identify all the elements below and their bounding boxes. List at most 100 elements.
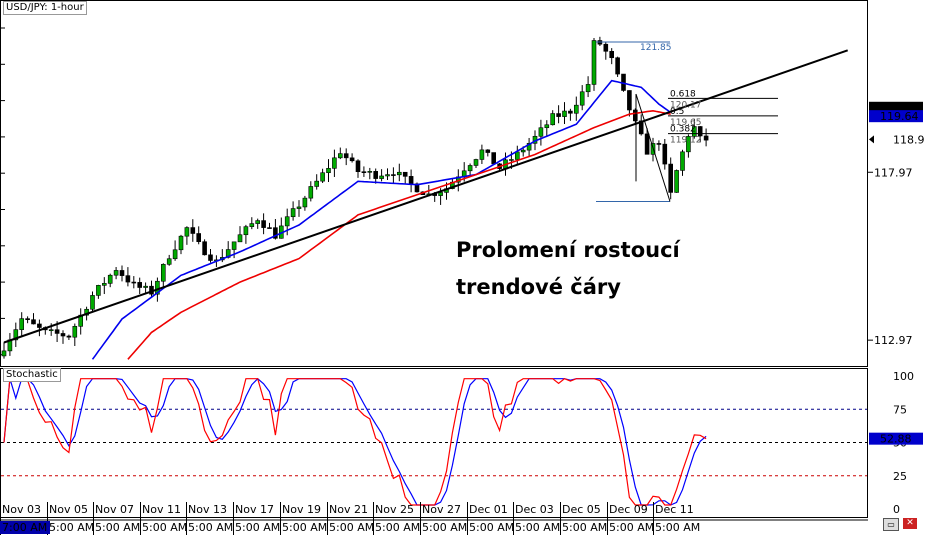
candle-body: [184, 227, 190, 237]
candle-body: [172, 249, 178, 260]
candle-body: [267, 227, 272, 229]
candle: [184, 226, 190, 245]
candle-body: [373, 171, 379, 179]
candle: [691, 118, 697, 139]
candle-body: [302, 197, 308, 208]
candle-body: [674, 170, 679, 193]
candle-body: [137, 282, 142, 288]
x-date-label: Nov 03: [2, 503, 41, 516]
candle-body: [113, 270, 119, 276]
x-time-label: 5:00 AM: [188, 521, 233, 534]
candle: [178, 234, 184, 255]
x-time-label: 5:00 AM: [282, 521, 327, 534]
candle: [573, 96, 579, 121]
x-time-label: 5:00 AM: [609, 521, 654, 534]
x-date-label: Nov 07: [95, 503, 134, 516]
candle: [172, 240, 178, 261]
fib-diagonal: [635, 93, 671, 202]
x-date-label: Dec 11: [655, 503, 694, 516]
stochastic-tick-label: 100: [893, 370, 914, 383]
candle: [668, 157, 674, 200]
blue-moving-average: [91, 79, 672, 360]
candle: [467, 163, 473, 177]
candle-body: [562, 110, 567, 117]
candle: [237, 226, 243, 243]
price-pane-frame: [0, 0, 868, 367]
candle-body: [379, 175, 384, 179]
candle-body: [526, 143, 532, 151]
candle: [591, 37, 597, 91]
candle: [249, 217, 255, 230]
candle: [391, 167, 396, 183]
candle: [314, 174, 320, 190]
scroll-left-icon[interactable]: ▭: [883, 518, 899, 531]
candle-body: [332, 157, 337, 169]
candle-body: [632, 109, 638, 122]
fib-level-value: 120.17: [670, 100, 702, 110]
candle-body: [1, 350, 7, 357]
candle: [603, 42, 609, 60]
candle-body: [579, 91, 585, 106]
candle: [119, 265, 125, 282]
current-price-marker: [869, 135, 874, 144]
candle: [290, 201, 296, 221]
candle-body: [703, 135, 709, 141]
candle: [568, 108, 573, 121]
candle-body: [662, 143, 668, 165]
candle: [556, 105, 561, 124]
candle-body: [680, 151, 685, 171]
candle: [231, 241, 237, 259]
stochastic-tick-label: 25: [893, 470, 907, 483]
candle-body: [131, 281, 137, 284]
candle-body: [656, 143, 662, 145]
candle: [196, 226, 201, 245]
red-moving-average: [127, 109, 671, 360]
candle: [243, 224, 249, 244]
candle-body: [568, 110, 573, 114]
candle-body: [385, 174, 390, 177]
candle: [615, 56, 620, 77]
annotation-line-1: Prolomení rostoucí: [456, 238, 680, 262]
x-time-label: 5:00 AM: [235, 521, 280, 534]
close-icon[interactable]: ✕: [903, 518, 917, 529]
candle: [125, 267, 131, 287]
candle-body: [296, 206, 302, 209]
candle-body: [491, 152, 497, 165]
scroll-controls[interactable]: ▭ ✕: [883, 518, 919, 531]
candle: [396, 163, 402, 182]
x-date-label: Nov 21: [329, 503, 368, 516]
candle-body: [544, 124, 550, 129]
candle-body: [697, 126, 703, 137]
candle: [25, 316, 30, 324]
x-time-label: 5:00 AM: [515, 521, 560, 534]
candle-body: [308, 186, 314, 199]
candle: [66, 334, 72, 340]
stochastic-value-label: 52.88: [880, 433, 912, 446]
candle-body: [284, 216, 290, 227]
candle: [296, 200, 302, 217]
candle: [632, 108, 638, 123]
candle: [113, 267, 119, 280]
candle-body: [90, 295, 95, 310]
candle-body: [190, 227, 196, 234]
rising-trendline: [3, 49, 849, 344]
candle-body: [479, 149, 485, 160]
candle-body: [60, 333, 66, 337]
candle-body: [402, 171, 408, 177]
candle: [143, 282, 148, 295]
candle: [337, 147, 343, 160]
candle-body: [25, 318, 30, 320]
candle-body: [609, 50, 615, 59]
candle: [526, 137, 532, 157]
candle-body: [408, 176, 414, 185]
candle: [166, 254, 172, 266]
candle-body: [627, 90, 632, 111]
candle: [96, 284, 101, 299]
candle: [308, 181, 314, 202]
candle-body: [668, 163, 674, 193]
candle-body: [396, 171, 402, 176]
candle: [355, 159, 361, 178]
candle-body: [231, 241, 237, 250]
